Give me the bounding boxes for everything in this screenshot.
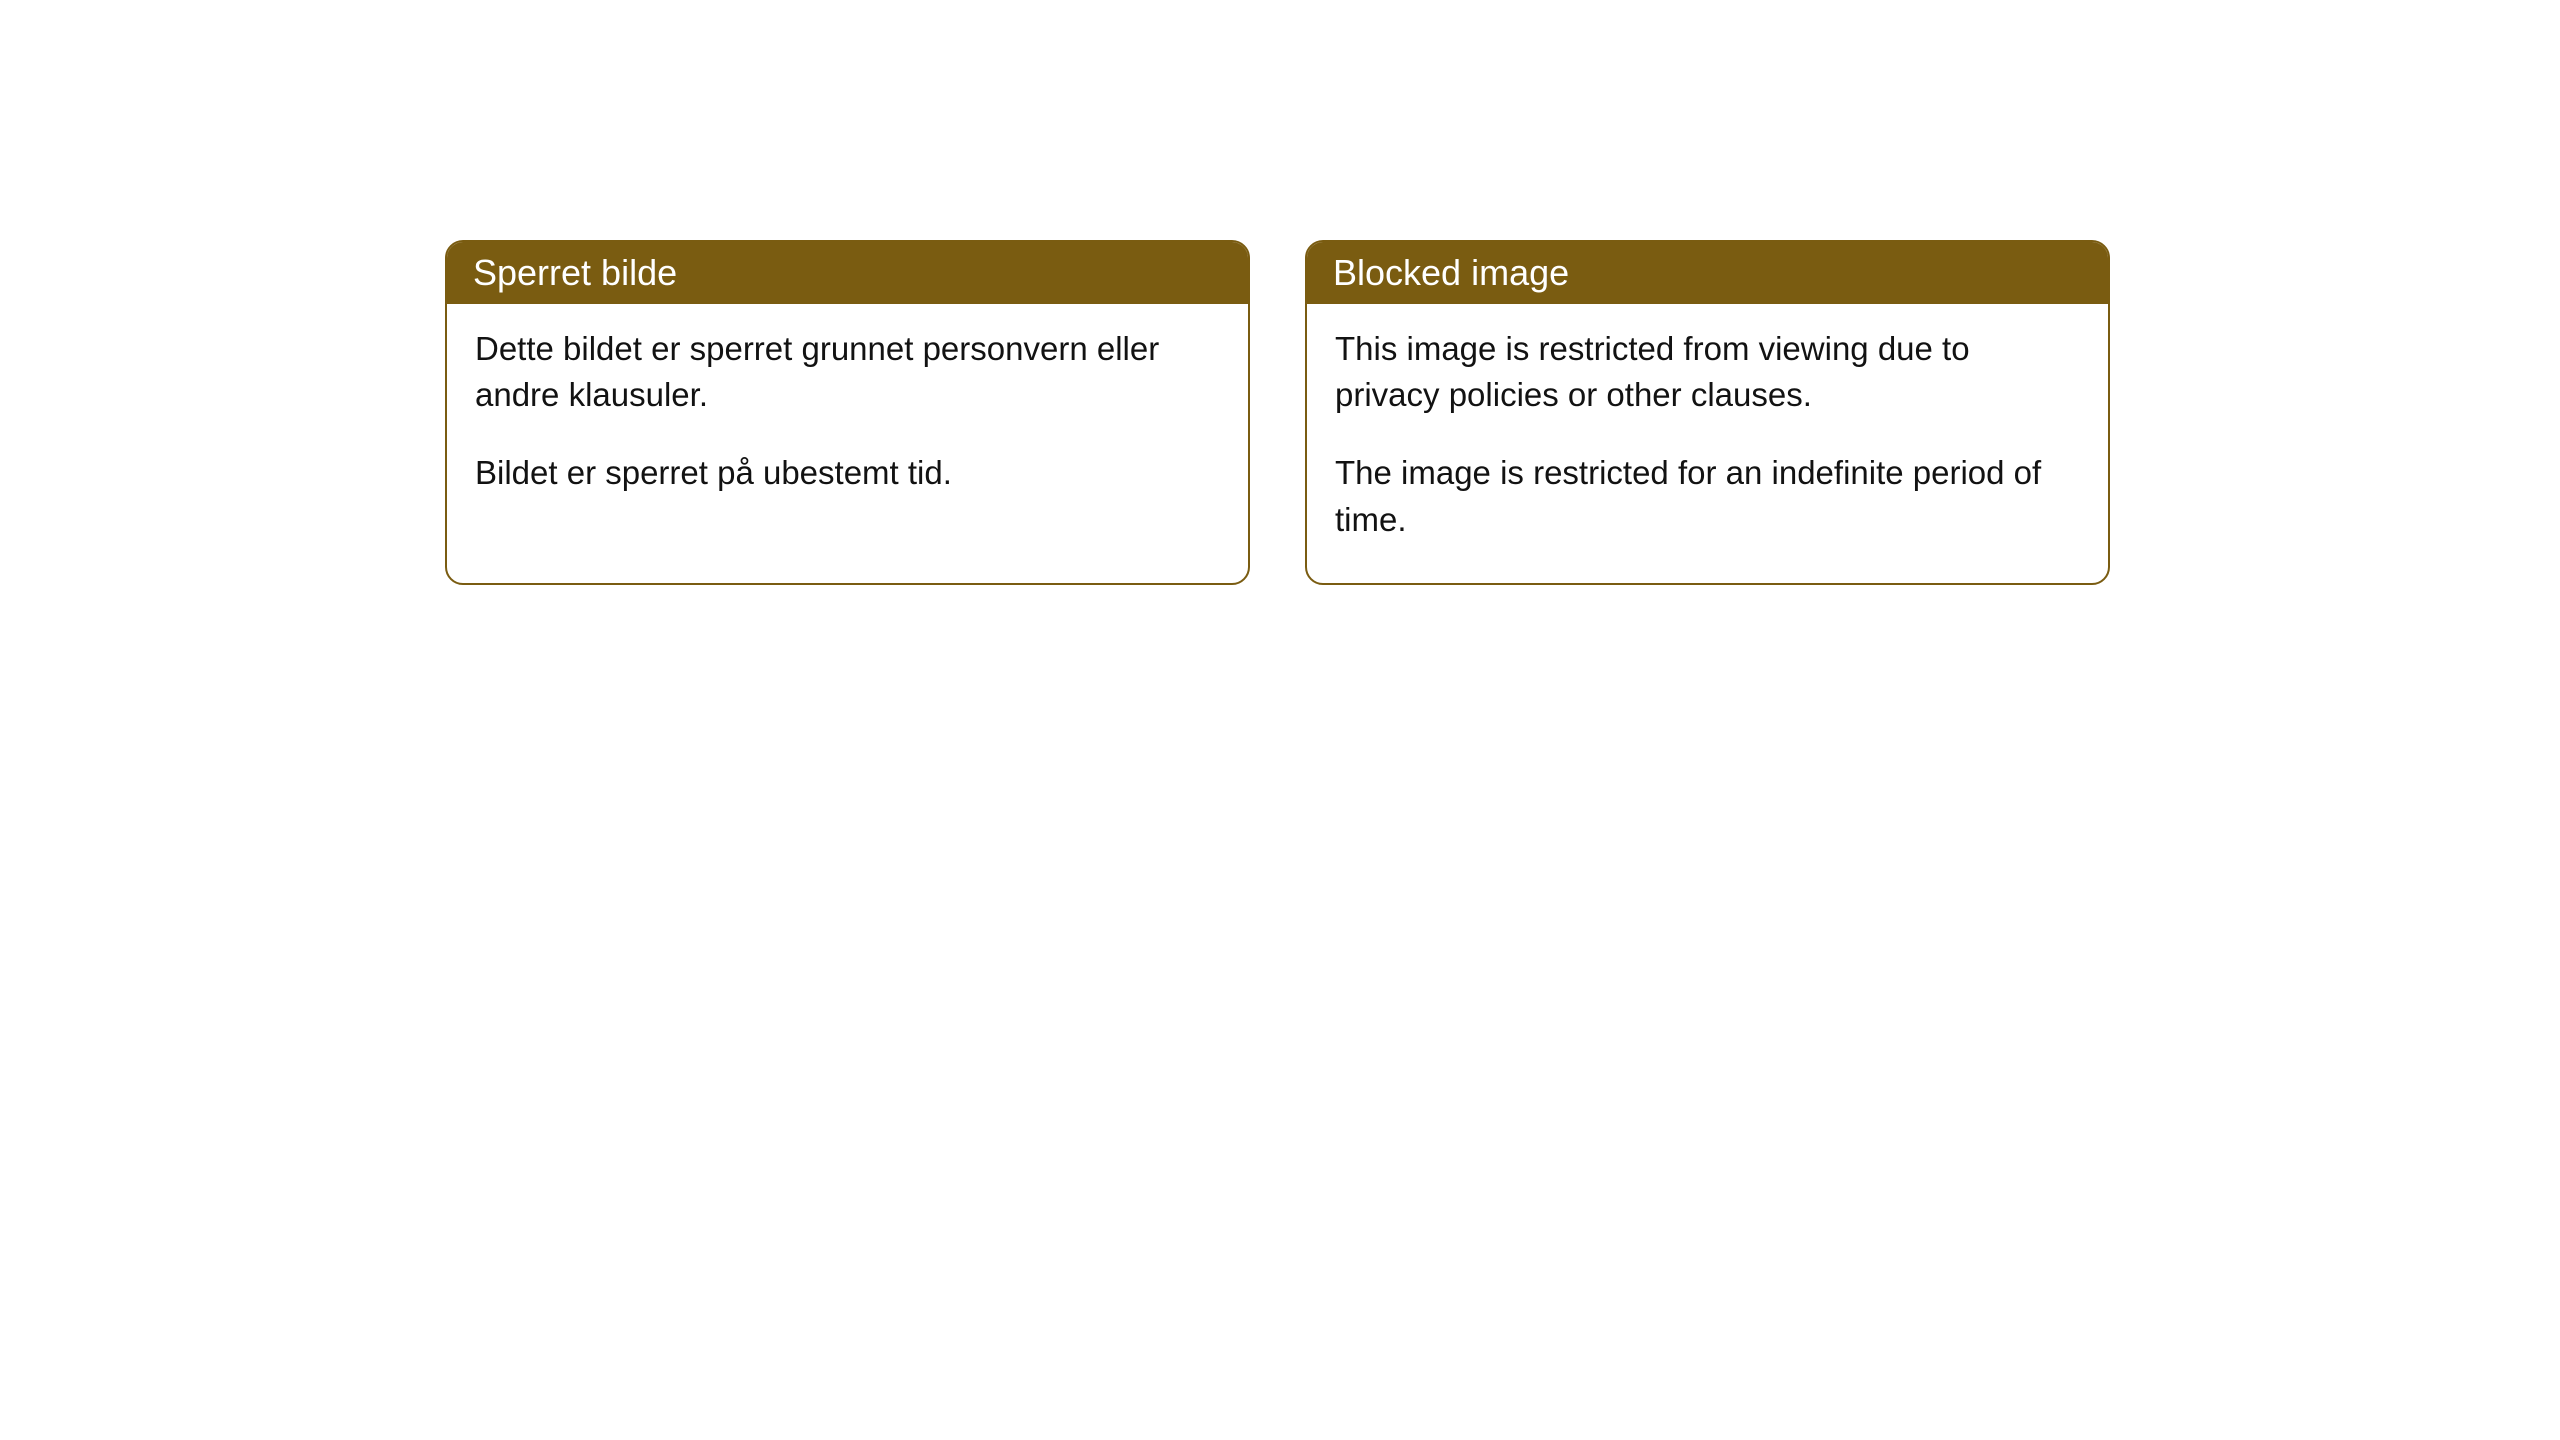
card-header: Sperret bilde — [447, 242, 1248, 304]
card-paragraph-1: This image is restricted from viewing du… — [1335, 326, 2080, 418]
card-body: This image is restricted from viewing du… — [1307, 304, 2108, 583]
card-body: Dette bildet er sperret grunnet personve… — [447, 304, 1248, 537]
cards-container: Sperret bilde Dette bildet er sperret gr… — [0, 0, 2560, 585]
card-header: Blocked image — [1307, 242, 2108, 304]
card-paragraph-1: Dette bildet er sperret grunnet personve… — [475, 326, 1220, 418]
card-paragraph-2: Bildet er sperret på ubestemt tid. — [475, 450, 1220, 496]
card-paragraph-2: The image is restricted for an indefinit… — [1335, 450, 2080, 542]
blocked-image-card-en: Blocked image This image is restricted f… — [1305, 240, 2110, 585]
blocked-image-card-no: Sperret bilde Dette bildet er sperret gr… — [445, 240, 1250, 585]
